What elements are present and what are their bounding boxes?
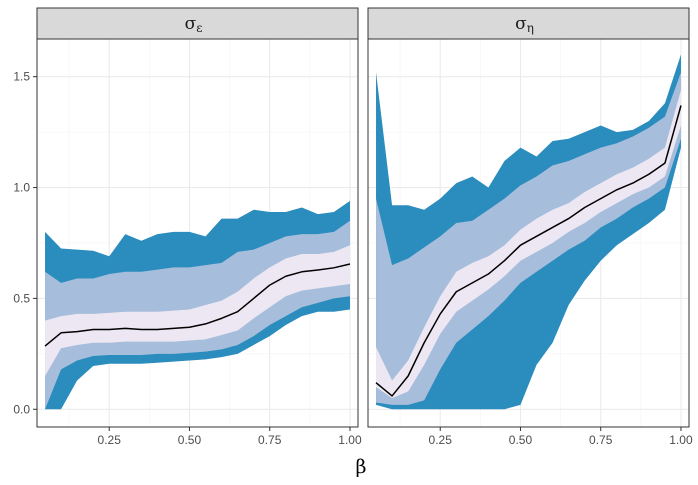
strip-title-symbol: σ (515, 14, 527, 34)
strip-background (36, 7, 359, 40)
x-tick-label: 0.75 (589, 433, 613, 447)
x-tick-label: 0.25 (98, 433, 122, 447)
inner-band (376, 89, 681, 399)
median-line (375, 105, 682, 397)
panel-sigma-eta: ση 0.25 0.50 0.75 1.00 (367, 7, 693, 447)
y-tick-label: 1.5 (13, 70, 30, 84)
strip-title: ση (515, 14, 534, 35)
y-axis: 0.0 0.5 1.0 1.5 (13, 70, 37, 416)
strip-title-subscript: ε (196, 21, 202, 35)
inner-band (45, 245, 350, 377)
x-tick-label: 0.50 (509, 433, 533, 447)
x-tick-label: 1.00 (669, 433, 693, 447)
y-tick-label: 0.0 (13, 402, 30, 416)
strip-title-subscript: η (527, 21, 534, 35)
strip-title: σε (185, 14, 203, 35)
x-tick-label: 0.75 (258, 433, 282, 447)
y-tick-label: 0.5 (13, 291, 30, 305)
x-tick-label: 0.50 (178, 433, 202, 447)
strip-title-symbol: σ (185, 14, 197, 34)
strip-background (367, 7, 690, 40)
x-tick-label: 0.25 (429, 433, 453, 447)
y-tick-label: 1.0 (13, 181, 30, 195)
panel-sigma-epsilon: σε 0.25 0.50 0.75 1.00 (36, 7, 362, 447)
x-tick-label: 1.00 (338, 433, 362, 447)
x-axis-title: β (356, 456, 367, 478)
median-line (44, 263, 351, 347)
